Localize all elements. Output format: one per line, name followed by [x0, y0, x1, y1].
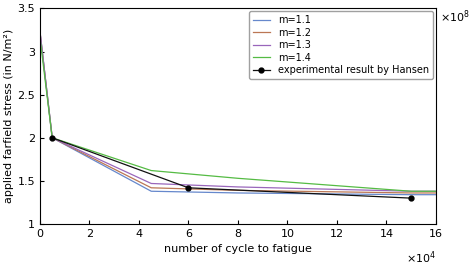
- Line: m=1.4: m=1.4: [40, 39, 436, 191]
- m=1.1: [235, 191, 241, 195]
- X-axis label: number of cycle to fatigue: number of cycle to fatigue: [164, 244, 312, 254]
- m=1.1: [37, 31, 43, 34]
- Text: $\times 10^8$: $\times 10^8$: [440, 8, 470, 25]
- experimental result by Hansen: [408, 197, 414, 200]
- m=1.1: [408, 193, 414, 196]
- experimental result by Hansen: [49, 136, 55, 139]
- Line: m=1.3: m=1.3: [40, 33, 436, 191]
- m=1.3: [37, 31, 43, 34]
- m=1.2: [37, 31, 43, 34]
- Line: experimental result by Hansen: experimental result by Hansen: [50, 135, 414, 201]
- m=1.4: [37, 37, 43, 40]
- Text: $\times 10^4$: $\times 10^4$: [406, 250, 436, 266]
- m=1.1: [49, 136, 55, 139]
- m=1.4: [37, 37, 43, 40]
- m=1.3: [235, 185, 241, 188]
- m=1.2: [433, 191, 439, 195]
- m=1.2: [408, 191, 414, 195]
- m=1.1: [37, 31, 43, 34]
- m=1.4: [408, 190, 414, 193]
- m=1.4: [235, 177, 241, 180]
- m=1.4: [433, 190, 439, 193]
- m=1.3: [148, 182, 154, 185]
- m=1.3: [433, 190, 439, 193]
- experimental result by Hansen: [185, 186, 191, 190]
- Y-axis label: applied farfield stress (in N/m²): applied farfield stress (in N/m²): [4, 29, 14, 203]
- m=1.4: [49, 136, 55, 139]
- m=1.3: [408, 190, 414, 193]
- Line: m=1.1: m=1.1: [40, 33, 436, 195]
- m=1.1: [148, 190, 154, 193]
- m=1.4: [148, 169, 154, 172]
- m=1.2: [37, 31, 43, 34]
- m=1.1: [433, 193, 439, 196]
- m=1.2: [148, 186, 154, 190]
- m=1.3: [49, 136, 55, 139]
- m=1.2: [235, 189, 241, 192]
- Line: m=1.2: m=1.2: [40, 33, 436, 193]
- Legend: m=1.1, m=1.2, m=1.3, m=1.4, experimental result by Hansen: m=1.1, m=1.2, m=1.3, m=1.4, experimental…: [249, 11, 433, 79]
- m=1.3: [37, 31, 43, 34]
- m=1.2: [49, 136, 55, 139]
